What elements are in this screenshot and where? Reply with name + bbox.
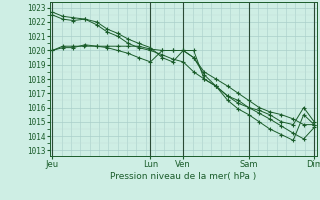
X-axis label: Pression niveau de la mer( hPa ): Pression niveau de la mer( hPa )	[110, 172, 256, 181]
